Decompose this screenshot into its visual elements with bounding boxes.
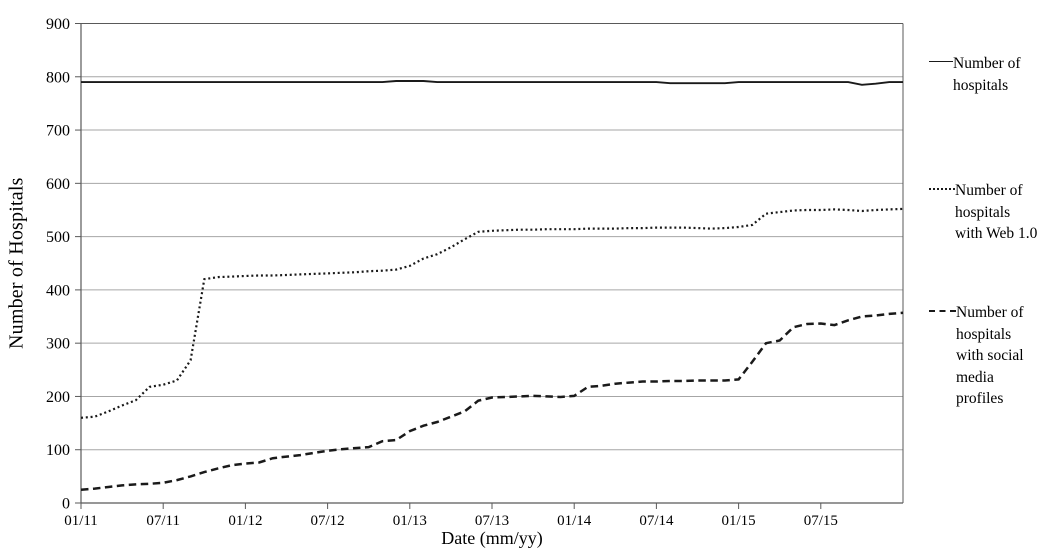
y-tick-label: 0 — [62, 496, 70, 513]
y-tick-label: 800 — [46, 69, 70, 86]
series-line-1 — [80, 207, 904, 419]
x-tick-label: 07/13 — [475, 513, 509, 529]
x-tick-label: 01/11 — [64, 513, 98, 529]
y-tick-label: 400 — [46, 282, 70, 299]
y-tick-label: 300 — [46, 336, 70, 353]
y-tick-label: 200 — [46, 389, 70, 406]
legend-label: Number of hospitals with Web 1.0 — [955, 182, 1038, 242]
series-line-2 — [80, 311, 904, 491]
y-tick-label: 700 — [46, 123, 70, 140]
legend-item-social-media: Number of hospitals with social media pr… — [929, 302, 1042, 410]
y-tick-label: 500 — [46, 229, 70, 246]
legend-label: Number of hospitals — [953, 55, 1021, 94]
x-tick-label: 07/15 — [804, 513, 838, 529]
y-tick-label: 600 — [46, 176, 70, 193]
x-tick-label: 07/12 — [311, 513, 345, 529]
dotted-line-key-icon — [929, 188, 955, 190]
y-tick-label: 100 — [46, 442, 70, 459]
y-tick-label: 900 — [46, 16, 70, 33]
x-tick-label: 01/14 — [557, 513, 592, 529]
series-line-0 — [81, 80, 903, 86]
x-axis-title: Date (mm/yy) — [441, 528, 543, 548]
legend-item-hospitals: Number of hospitals — [929, 53, 1039, 96]
x-tick-label: 07/11 — [146, 513, 180, 529]
x-tick-label: 01/15 — [722, 513, 756, 529]
legend-label: Number of hospitals with social media pr… — [956, 304, 1024, 407]
solid-line-key-icon — [929, 61, 953, 62]
legend-item-web10: Number of hospitals with Web 1.0 — [929, 180, 1041, 245]
y-axis-title: Number of Hospitals — [5, 177, 28, 349]
x-tick-label: 01/12 — [228, 513, 262, 529]
dashed-line-key-icon — [929, 310, 956, 312]
x-tick-label: 01/13 — [393, 513, 427, 529]
x-tick-label: 07/14 — [639, 513, 674, 529]
